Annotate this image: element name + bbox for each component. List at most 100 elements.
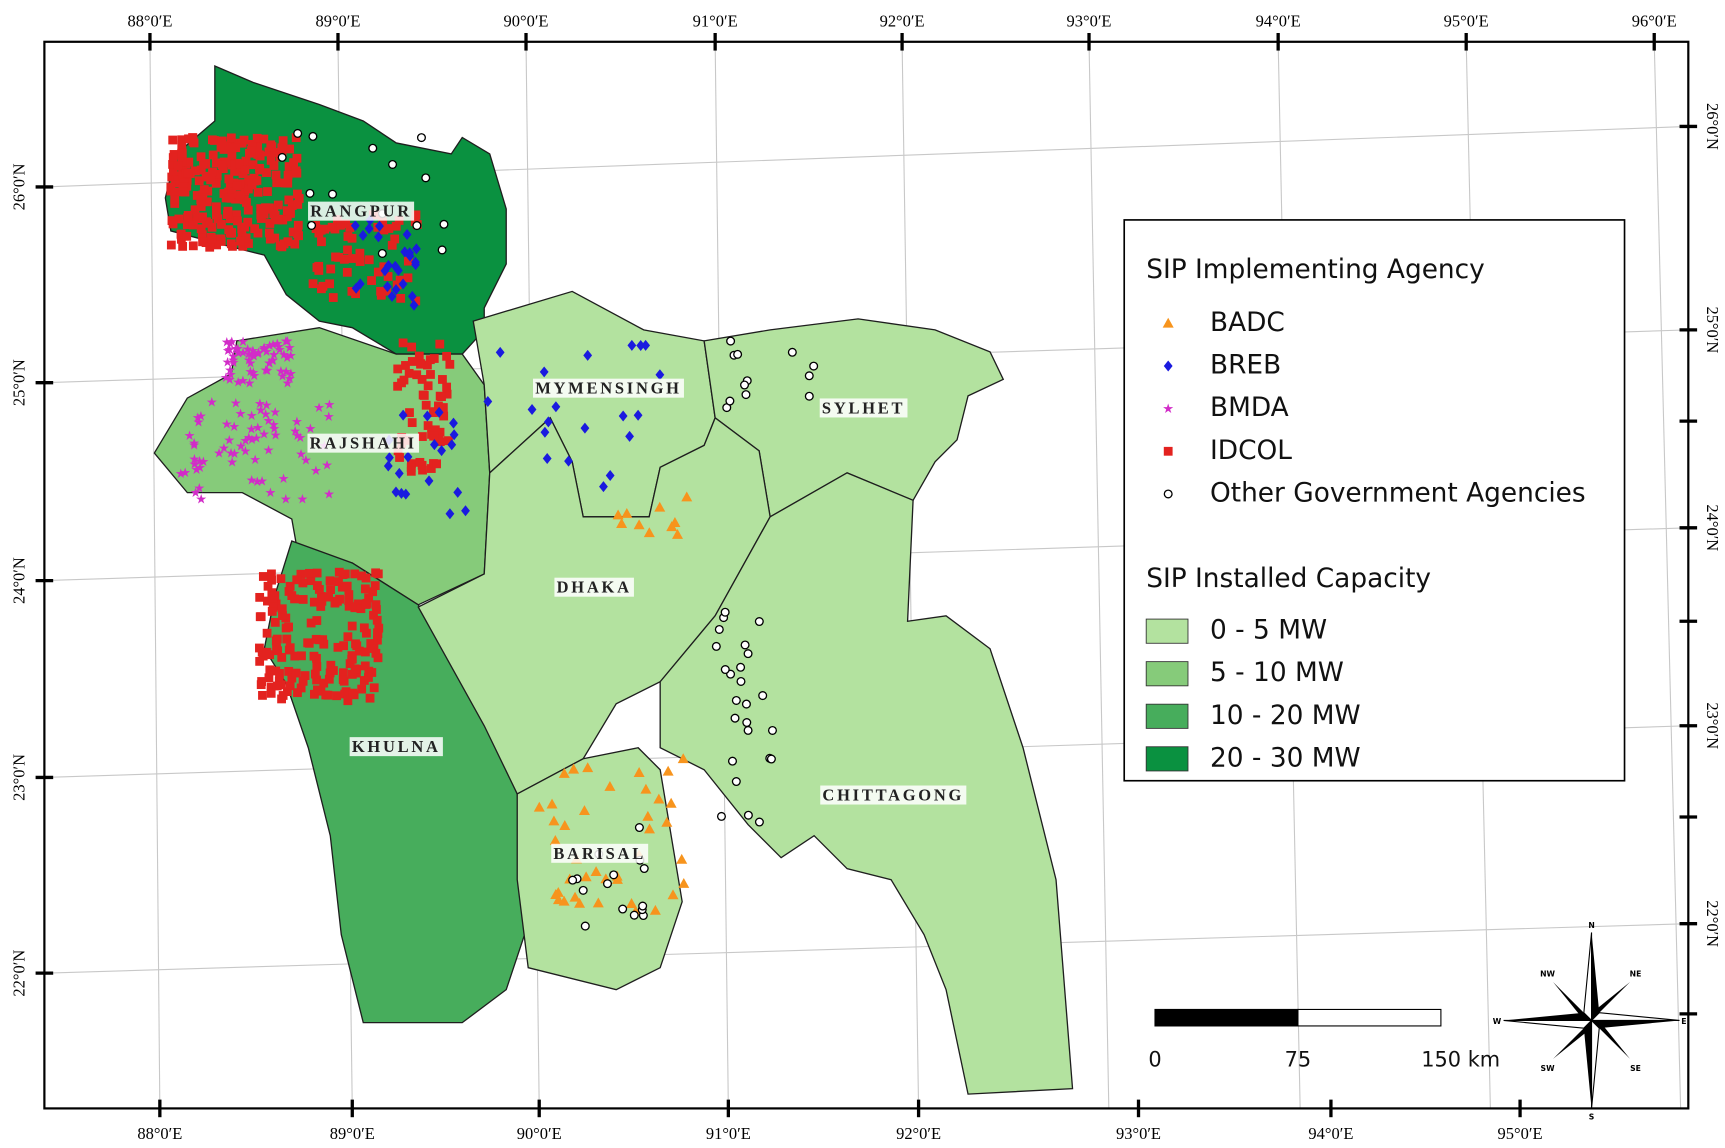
marker-bmda: ★ <box>224 343 236 358</box>
marker-bmda: ★ <box>240 434 252 449</box>
marker-idcol <box>319 639 329 649</box>
marker-idcol <box>361 600 371 609</box>
marker-idcol <box>350 603 360 613</box>
marker-idcol <box>198 190 208 200</box>
marker-bmda: ★ <box>246 433 258 448</box>
marker-breb <box>385 452 394 464</box>
marker-badc <box>676 853 688 864</box>
marker-idcol <box>257 677 267 686</box>
marker-idcol <box>280 178 290 188</box>
marker-idcol <box>393 364 403 374</box>
marker-bmda: ★ <box>254 397 266 412</box>
top-label: 93°0′E <box>1067 11 1112 30</box>
marker-idcol <box>343 245 352 255</box>
scale-white <box>1297 1008 1442 1027</box>
bottom-label: 95°0′E <box>1498 1124 1543 1143</box>
division-label: KHULNA <box>352 737 441 756</box>
top-label: 89°0′E <box>315 11 360 30</box>
marker-breb <box>483 396 493 408</box>
marker-bmda: ★ <box>230 342 242 357</box>
marker-idcol <box>255 643 264 653</box>
bottom-label: 89°0′E <box>330 1124 375 1143</box>
marker-idcol <box>418 432 427 441</box>
marker-idcol <box>184 157 194 167</box>
marker-other <box>741 699 751 709</box>
marker-idcol <box>236 236 245 246</box>
marker-idcol <box>264 673 274 683</box>
division-label: DHAKA <box>557 578 632 597</box>
marker-bmda: ★ <box>206 395 218 410</box>
marker-idcol <box>253 141 262 151</box>
marker-badc <box>653 793 665 804</box>
marker-other <box>743 725 753 735</box>
marker-breb <box>625 430 634 442</box>
marker-idcol <box>384 224 394 233</box>
marker-idcol <box>211 158 221 168</box>
marker-idcol <box>255 656 265 666</box>
marker-other <box>804 391 814 401</box>
marker-bmda: ★ <box>289 425 301 440</box>
marker-idcol <box>258 572 268 581</box>
marker-idcol <box>321 690 331 700</box>
marker-idcol <box>178 241 188 251</box>
marker-bmda: ★ <box>270 429 282 444</box>
marker-idcol <box>238 241 248 251</box>
marker-idcol <box>277 653 287 662</box>
marker-bmda: ★ <box>175 467 187 482</box>
marker-other <box>743 810 753 820</box>
marker-badc <box>633 767 645 777</box>
marker-idcol <box>243 205 253 215</box>
marker-idcol <box>196 195 206 205</box>
marker-idcol <box>197 230 207 240</box>
marker-idcol <box>421 400 431 410</box>
marker-badc <box>1162 317 1174 328</box>
marker-bmda: ★ <box>297 492 309 507</box>
marker-idcol <box>359 623 369 633</box>
marker-idcol <box>392 280 402 290</box>
marker-breb <box>564 455 573 467</box>
marker-bmda: ★ <box>285 349 297 364</box>
marker-bmda: ★ <box>321 458 333 473</box>
marker-idcol <box>348 688 358 698</box>
marker-other <box>809 361 819 371</box>
marker-bmda: ★ <box>225 446 237 461</box>
marker-bmda: ★ <box>232 375 244 390</box>
marker-idcol <box>398 338 408 348</box>
marker-idcol <box>255 165 265 175</box>
marker-idcol <box>372 615 382 625</box>
marker-bmda: ★ <box>300 454 312 469</box>
marker-other <box>277 152 287 162</box>
marker-idcol <box>219 189 229 198</box>
marker-breb <box>636 339 646 351</box>
marker-idcol <box>425 355 435 365</box>
marker-other <box>740 640 750 650</box>
marker-bmda: ★ <box>198 455 210 470</box>
legend-class: 20 - 30 MW <box>1210 743 1361 773</box>
marker-idcol <box>313 685 322 695</box>
marker-bmda: ★ <box>263 357 275 372</box>
marker-idcol <box>226 133 236 143</box>
division-label-bg <box>308 201 415 221</box>
marker-idcol <box>266 688 276 698</box>
marker-breb <box>633 409 643 421</box>
marker-idcol <box>177 135 187 145</box>
marker-other <box>388 159 398 169</box>
marker-other <box>639 864 649 874</box>
marker-idcol <box>371 600 381 610</box>
marker-idcol <box>329 666 338 675</box>
marker-idcol <box>284 162 294 171</box>
marker-idcol <box>325 279 335 289</box>
division-label: RANGPUR <box>310 202 412 221</box>
marker-idcol <box>240 222 249 232</box>
marker-other <box>740 380 750 390</box>
marker-badc <box>640 783 652 794</box>
marker-idcol <box>306 576 316 586</box>
marker-bmda: ★ <box>263 414 275 429</box>
marker-bmda: ★ <box>280 334 292 349</box>
marker-idcol <box>405 408 414 418</box>
marker-idcol <box>271 636 281 646</box>
marker-breb <box>374 231 383 243</box>
marker-idcol <box>357 571 366 581</box>
marker-idcol <box>283 237 293 247</box>
marker-idcol <box>244 239 253 248</box>
